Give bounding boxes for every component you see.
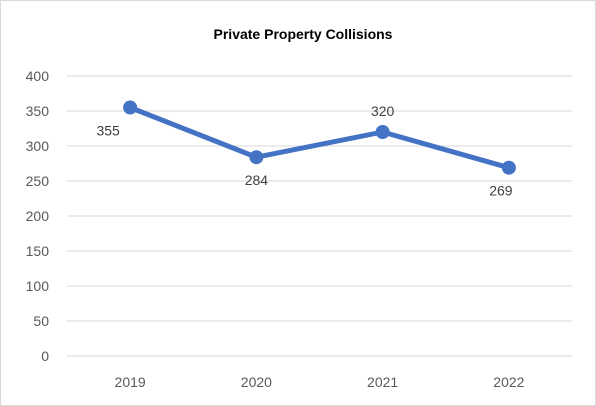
chart-title: Private Property Collisions [214,26,393,42]
data-point [123,100,138,115]
series-group [123,100,516,175]
series-line [127,105,512,171]
x-tick-label: 2022 [493,374,524,390]
y-tick-label: 350 [26,103,50,119]
data-label: 355 [96,123,120,139]
data-label: 284 [245,172,269,188]
y-axis-tick-labels: 0 50 100 150 200 250 300 350 400 [26,68,50,364]
data-point [375,125,390,139]
x-tick-label: 2020 [241,374,272,390]
y-tick-label: 400 [26,68,50,84]
y-tick-label: 250 [26,173,50,189]
y-tick-label: 50 [33,313,49,329]
y-tick-label: 0 [41,348,49,364]
data-point [249,150,264,165]
y-tick-label: 200 [26,208,50,224]
data-point [501,160,516,175]
data-label: 320 [371,103,395,119]
x-tick-label: 2019 [115,374,146,390]
data-label: 269 [489,183,513,199]
data-labels-group: 355 284 320 269 [96,103,512,199]
y-tick-label: 100 [26,278,50,294]
gridlines [67,75,572,357]
y-tick-label: 300 [26,138,50,154]
x-tick-label: 2021 [367,374,398,390]
x-axis-tick-labels: 2019 2020 2021 2022 [115,374,525,390]
y-tick-label: 150 [26,243,50,259]
